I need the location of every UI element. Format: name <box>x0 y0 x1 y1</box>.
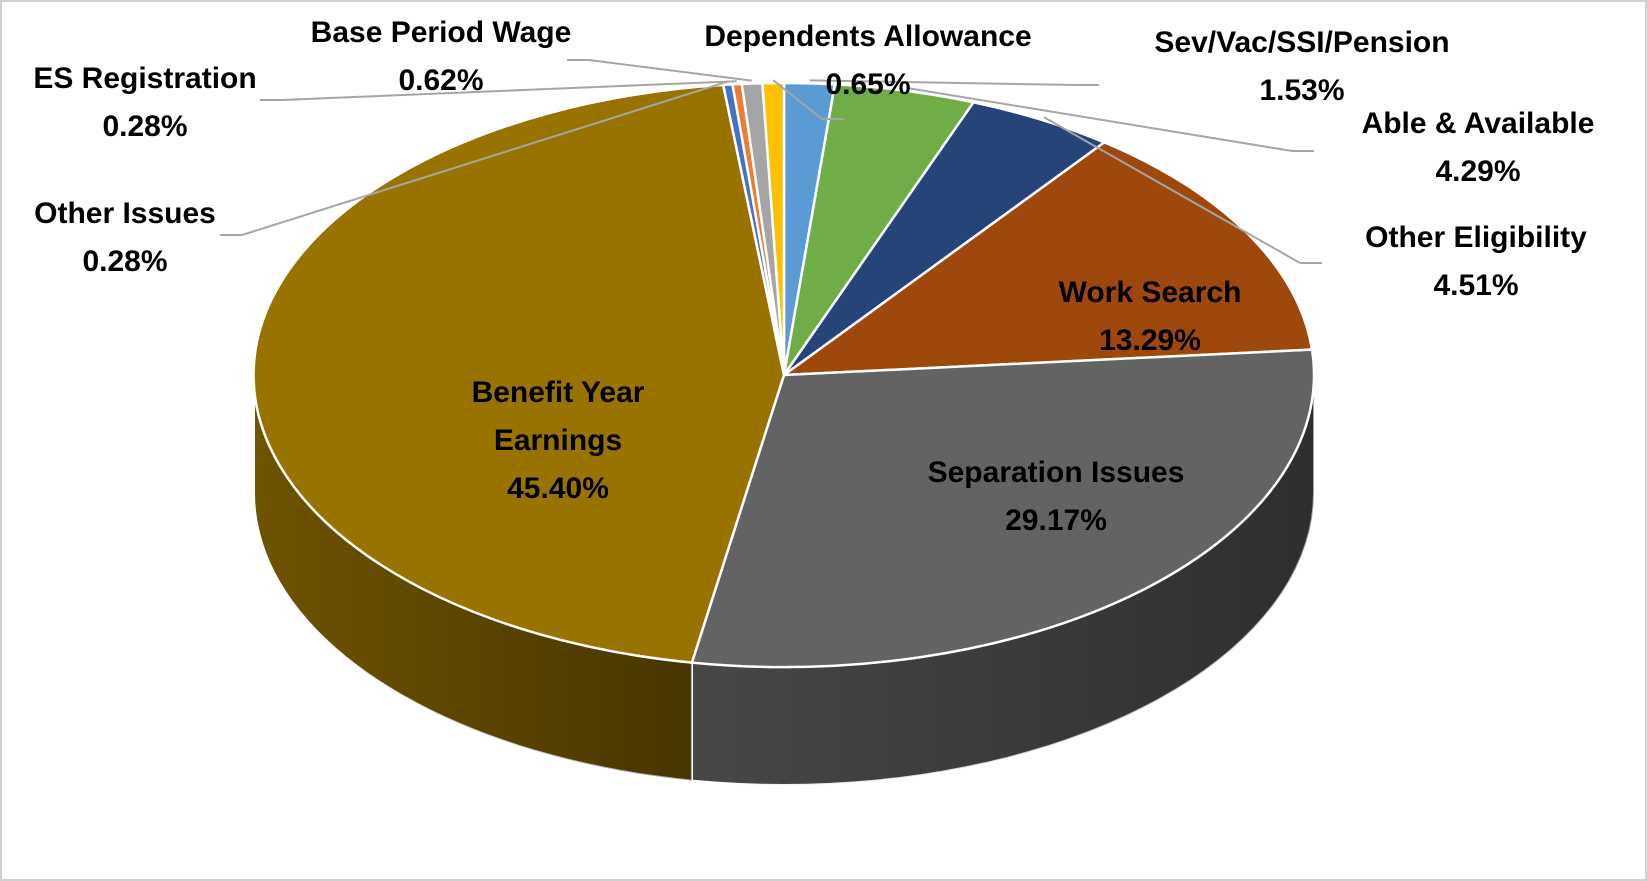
data-label-name-other-issues: Other Issues <box>34 197 216 230</box>
data-label-name-separation-issues: Separation Issues <box>928 456 1185 489</box>
data-label-value-separation-issues: 29.17% <box>1005 504 1107 537</box>
pie-slice-benefit-year-earnings <box>252 83 786 664</box>
data-label-value-es-registration: 0.28% <box>102 110 187 143</box>
data-label-value-sev-vac-ssi-pension: 1.53% <box>1259 74 1344 107</box>
data-label-value-other-eligibility: 4.51% <box>1433 269 1518 302</box>
data-label-name-sev-vac-ssi-pension: Sev/Vac/SSI/Pension <box>1154 26 1449 59</box>
data-label-name-other-eligibility: Other Eligibility <box>1365 221 1587 254</box>
pie-slice-separation-issues <box>690 348 1316 669</box>
data-label-name-dependents-allowance: Dependents Allowance <box>704 20 1031 53</box>
leader-line-able-available <box>906 86 1293 152</box>
data-label-value-dependents-allowance: 0.65% <box>825 68 910 101</box>
leader-line-other-eligibility <box>1043 116 1301 264</box>
leader-line-sev-vac-ssi-pension <box>809 79 1078 86</box>
data-label-value-benefit-year-earnings: 45.40% <box>507 472 609 505</box>
leader-line-dependents-allowance <box>772 79 823 120</box>
data-label-value-work-search: 13.29% <box>1099 324 1201 357</box>
data-label-name-work-search: Work Search <box>1059 276 1242 309</box>
leader-line-es-registration <box>281 80 737 101</box>
data-label-name-able-available: Able & Available <box>1362 107 1595 140</box>
pie-side-shading <box>691 375 1314 785</box>
data-label-name-base-period-wage: Base Period Wage <box>311 16 572 49</box>
data-label-value-able-available: 4.29% <box>1435 155 1520 188</box>
leader-line-base-period-wage <box>588 59 752 82</box>
data-label-name-es-registration: ES Registration <box>33 62 256 95</box>
pie-side-shading <box>254 375 692 781</box>
data-label-value-base-period-wage: 0.62% <box>398 64 483 97</box>
pie-slice-dependents-allowance <box>761 81 786 376</box>
data-label-name-benefit-year-earnings: Benefit Year Earnings <box>472 376 645 457</box>
leader-line-other-issues <box>241 80 728 236</box>
data-label-value-other-issues: 0.28% <box>82 245 167 278</box>
